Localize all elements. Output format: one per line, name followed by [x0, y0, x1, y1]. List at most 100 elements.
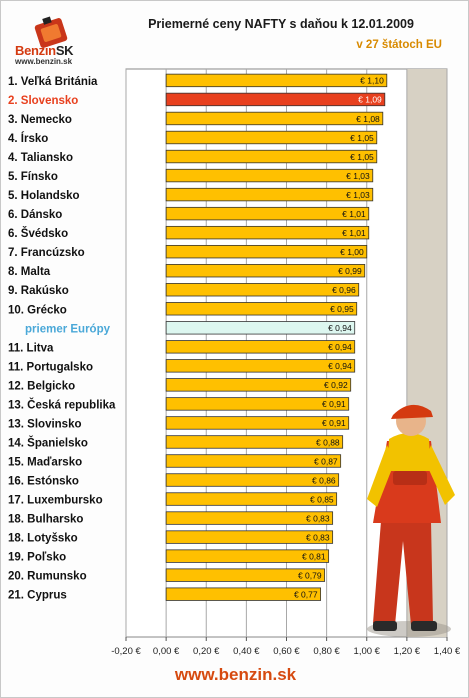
category-label: 4. Taliansko: [8, 152, 73, 164]
bar: [165, 511, 334, 525]
bar-value-label: € 0,85: [310, 494, 334, 504]
bar: [165, 340, 356, 354]
bar: [165, 244, 368, 259]
x-tick-label: 0,40 €: [233, 646, 260, 657]
bar-value-label: € 0,92: [324, 380, 348, 390]
category-label: 13. Slovinsko: [8, 418, 82, 430]
bar-value-label: € 1,05: [350, 152, 374, 162]
chart-subtitle: v 27 štátoch EU: [356, 39, 442, 51]
bar: [165, 283, 360, 297]
bar-value-label: € 0,87: [314, 456, 338, 466]
category-label: 6. Dánsko: [8, 209, 62, 221]
bar-value-label: € 0,86: [312, 475, 336, 485]
bar: [165, 130, 378, 145]
category-label: 17. Luxembursko: [8, 495, 103, 507]
bar-value-label: € 0,88: [316, 437, 340, 447]
x-tick-label: 0,20 €: [193, 646, 220, 657]
bar: [165, 73, 388, 88]
x-tick-label: 1,40 €: [434, 646, 461, 657]
x-tick-label: -0,20 €: [111, 646, 141, 657]
category-label: 5. Fínsko: [8, 171, 58, 183]
bar-value-label: € 1,03: [346, 171, 370, 181]
category-label: 16. Estónsko: [8, 476, 79, 488]
category-label: 11. Litva: [8, 342, 54, 354]
category-label: 11. Portugalsko: [8, 361, 93, 373]
x-tick-label: 1,20 €: [394, 646, 421, 657]
x-tick-label: 0,00 €: [153, 646, 180, 657]
bar-value-label: € 0,96: [332, 285, 356, 295]
brand-suffix: SK: [55, 43, 74, 58]
category-label: 4. Írsko: [8, 132, 48, 145]
category-label: priemer Európy: [25, 323, 111, 335]
bar-value-label: € 0,94: [328, 342, 352, 352]
bar: [165, 302, 358, 316]
bar: [165, 397, 350, 411]
category-label: 6. Švédsko: [8, 227, 68, 240]
bar: [165, 435, 344, 449]
bar: [165, 149, 378, 164]
bar: [165, 187, 374, 202]
category-label: 18. Lotyšsko: [8, 533, 78, 545]
bar: [165, 359, 356, 373]
x-tick-label: 0,80 €: [313, 646, 340, 657]
bar: [165, 416, 350, 430]
x-tick-label: 0,60 €: [273, 646, 300, 657]
bar: [165, 549, 330, 563]
bar-value-label: € 1,10: [360, 76, 384, 86]
bar: [165, 568, 326, 582]
mascot-worker-icon: [367, 404, 455, 637]
category-label: 14. Španielsko: [8, 436, 88, 449]
bar-value-label: € 0,77: [294, 589, 318, 599]
category-label: 1. Veľká Británia: [8, 76, 98, 88]
category-label: 2. Slovensko: [8, 95, 78, 107]
bar: [165, 473, 340, 487]
brand-url: www.benzin.sk: [15, 57, 73, 66]
bar-value-label: € 0,95: [330, 304, 354, 314]
bar-value-label: € 1,00: [340, 247, 364, 257]
bar: [165, 225, 370, 240]
x-tick-label: 1,00 €: [354, 646, 381, 657]
category-label: 13. Česká republika: [8, 398, 116, 411]
bar: [165, 454, 342, 468]
bar-value-label: € 0,83: [306, 532, 330, 542]
bar-value-label: € 0,94: [328, 361, 352, 371]
category-label: 19. Poľsko: [8, 552, 66, 564]
category-label: 7. Francúzsko: [8, 247, 85, 259]
bar: [165, 206, 370, 221]
bar-value-label: € 0,91: [322, 399, 346, 409]
bar: [165, 587, 322, 601]
benzin-logo-icon: [34, 16, 68, 48]
category-label: 10. Grécko: [8, 304, 67, 316]
bar: [165, 264, 366, 278]
bar: [165, 168, 374, 183]
bar-value-label: € 0,91: [322, 418, 346, 428]
bar-value-label: € 1,09: [358, 95, 382, 105]
bar-value-label: € 0,79: [298, 570, 322, 580]
bar-value-label: € 1,01: [342, 209, 366, 219]
category-label: 8. Malta: [8, 266, 51, 278]
bar-value-label: € 0,99: [338, 266, 362, 276]
bar-value-label: € 1,01: [342, 228, 366, 238]
bar-value-label: € 0,81: [302, 551, 326, 561]
bar-value-label: € 1,03: [346, 190, 370, 200]
category-label: 5. Holandsko: [8, 190, 80, 202]
brand-logo-text: BenzinSK: [15, 43, 74, 58]
category-label: 18. Bulharsko: [8, 514, 83, 526]
category-label: 21. Cyprus: [8, 590, 67, 602]
bar: [165, 378, 352, 392]
bar: [165, 111, 384, 126]
bar: [165, 492, 338, 506]
bar: [165, 530, 334, 544]
bar-value-label: € 0,83: [306, 513, 330, 523]
bar: [165, 92, 386, 107]
bar-value-label: € 1,05: [350, 133, 374, 143]
category-label: 9. Rakúsko: [8, 285, 69, 297]
bar-value-label: € 0,94: [328, 323, 352, 333]
category-label: 12. Belgicko: [8, 380, 75, 392]
bar-value-label: € 1,08: [356, 114, 380, 124]
brand-name: Benzin: [15, 43, 56, 58]
footer-url: www.benzin.sk: [174, 665, 297, 684]
chart-title: Priemerné ceny NAFTY s daňou k 12.01.200…: [148, 17, 414, 31]
